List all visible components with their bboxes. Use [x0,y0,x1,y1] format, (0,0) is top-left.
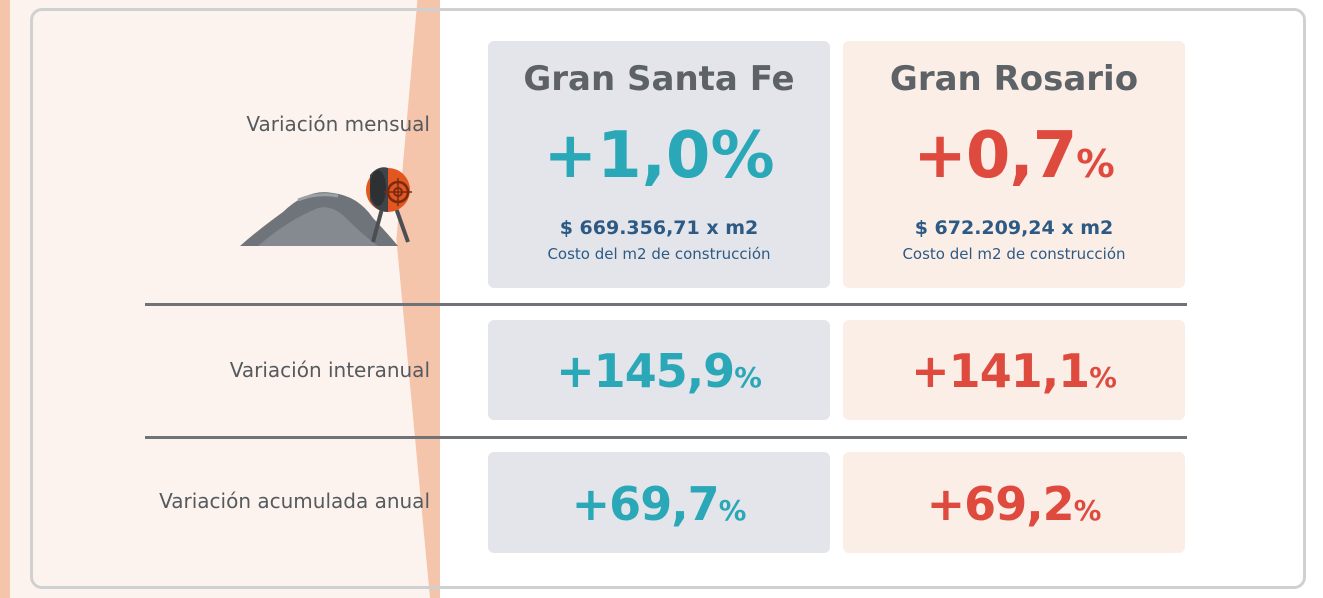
row-label-yoy: Variación interanual [229,358,430,382]
row-divider-2 [145,436,1187,439]
santa-fe-yoy-value: +145,9% [488,344,830,398]
rosario-yoy-value: +141,1% [843,344,1185,398]
santa-fe-yoy-panel: +145,9% [488,320,830,420]
cement-mixer-icon [240,167,412,246]
rosario-monthly-value: +0,7% [843,119,1185,193]
santa-fe-ytd-pct: % [718,494,747,527]
santa-fe-ytd-number: +69,7 [571,477,720,531]
rosario-cost-caption: Costo del m2 de construcción [902,245,1126,263]
santa-fe-title: Gran Santa Fe [523,59,795,99]
row-divider-1 [145,303,1187,306]
santa-fe-monthly-value: +1,0% [543,119,775,193]
santa-fe-cost-caption: Costo del m2 de construcción [547,245,771,263]
rosario-title: Gran Rosario [889,59,1139,99]
santa-fe-yoy-number: +145,9 [556,344,735,398]
rosario-monthly-number: +0,7 [913,119,1077,193]
santa-fe-yoy-pct: % [734,361,762,394]
rosario-ytd-value: +69,2% [843,477,1185,531]
rosario-yoy-pct: % [1089,361,1117,394]
rosario-ytd-number: +69,2 [926,477,1075,531]
rosario-monthly-panel: Gran Rosario +0,7% $ 672.209,24 x m2 Cos… [843,41,1185,288]
background-panel [10,0,430,598]
santa-fe-ytd-value: +69,7% [488,477,830,531]
rosario-yoy-number: +141,1 [911,344,1090,398]
santa-fe-monthly-panel: Gran Santa Fe +1,0% $ 669.356,71 x m2 Co… [488,41,830,288]
row-label-ytd: Variación acumulada anual [159,489,430,513]
santa-fe-ytd-panel: +69,7% [488,452,830,553]
rosario-ytd-panel: +69,2% [843,452,1185,553]
rosario-monthly-pct: % [1076,142,1115,187]
row-label-monthly: Variación mensual [246,112,430,136]
rosario-yoy-panel: +141,1% [843,320,1185,420]
rosario-ytd-pct: % [1073,494,1102,527]
rosario-cost: $ 672.209,24 x m2 [914,217,1114,239]
santa-fe-cost: $ 669.356,71 x m2 [559,217,759,239]
